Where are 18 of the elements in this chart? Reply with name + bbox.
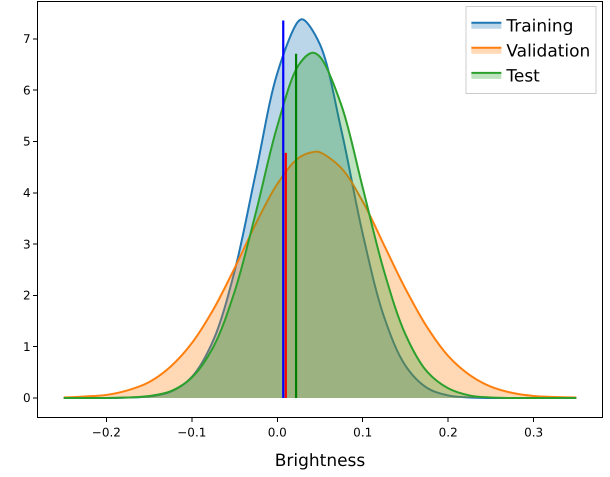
y-tick-label: 0 bbox=[22, 391, 31, 406]
y-tick-label: 6 bbox=[22, 83, 31, 98]
y-tick-label: 3 bbox=[22, 237, 31, 252]
x-tick-label: −0.1 bbox=[177, 425, 206, 440]
legend-label: Validation bbox=[506, 41, 590, 62]
y-tick-label: 2 bbox=[22, 288, 31, 303]
x-tick-label: 0.3 bbox=[524, 425, 544, 440]
x-tick-label: 0.1 bbox=[353, 425, 372, 440]
legend-label: Test bbox=[505, 66, 540, 87]
y-tick-label: 5 bbox=[22, 134, 31, 149]
y-tick-label: 4 bbox=[22, 186, 31, 200]
x-tick-label: 0.2 bbox=[438, 425, 458, 440]
x-tick-label: −0.2 bbox=[92, 425, 121, 440]
x-axis-title: Brightness bbox=[274, 450, 366, 471]
legend-label: Training bbox=[505, 16, 574, 36]
y-tick-label: 1 bbox=[22, 340, 31, 354]
y-tick-label: 7 bbox=[22, 32, 31, 46]
x-tick-label: 0.0 bbox=[268, 425, 287, 440]
